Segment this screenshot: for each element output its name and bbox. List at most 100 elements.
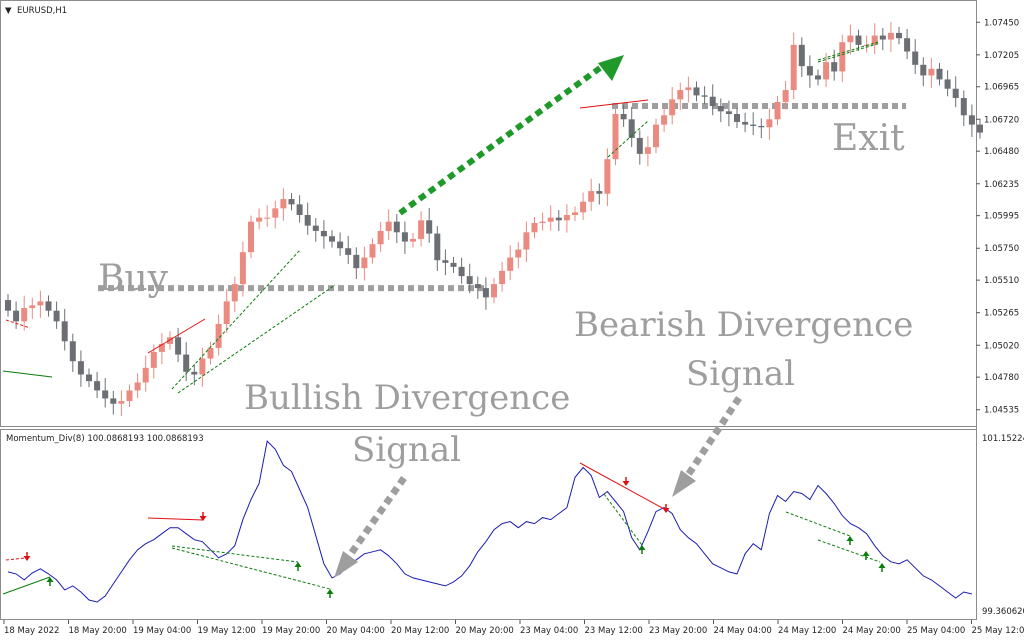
bull-candle	[418, 220, 425, 239]
time-tick-label: 20 May 12:00	[391, 626, 449, 636]
bull-candle	[774, 102, 781, 120]
price-divergence-green-4	[607, 120, 649, 158]
price-divergence-green-6	[817, 41, 879, 61]
symbol-dropdown-icon[interactable]: ▼	[5, 6, 12, 16]
exit-label: Exit	[832, 118, 905, 159]
bear-candle	[815, 75, 821, 80]
buy-signal-arrow-icon	[862, 551, 870, 560]
bull-candle	[264, 217, 271, 219]
bear-candle	[879, 35, 886, 40]
bull-candle	[369, 244, 376, 258]
bull-candle	[207, 347, 214, 359]
bull-candle	[782, 90, 789, 103]
indicator-panel[interactable]	[0, 429, 977, 620]
bull-candle	[539, 221, 546, 223]
sell-signal-arrow-icon	[662, 504, 670, 513]
bear-candle	[896, 32, 902, 39]
time-tick-label: 24 May 20:00	[843, 626, 901, 636]
buy-signal-arrow-icon	[294, 562, 302, 571]
bear-candle	[806, 66, 813, 76]
bull-candle	[612, 113, 619, 160]
bear-candle	[69, 341, 76, 362]
bear-candle	[936, 68, 943, 80]
bull-candle	[377, 230, 384, 245]
momentum-line	[7, 440, 973, 603]
time-tick-label: 23 May 04:00	[520, 626, 578, 636]
bear-candle	[434, 233, 441, 261]
bull-candle	[126, 390, 133, 402]
bull-candle	[150, 351, 157, 368]
indicator-divergence-green-5	[785, 511, 851, 537]
bull-candle	[223, 301, 230, 324]
bear-candle	[296, 204, 303, 215]
bull-candle	[563, 215, 570, 221]
buy-signal-arrow-icon	[46, 577, 54, 586]
bull-candle	[21, 308, 28, 322]
bear-candle	[94, 381, 101, 391]
bull-candle	[142, 367, 149, 383]
bear-candle	[709, 96, 716, 107]
bear-candle	[426, 220, 433, 234]
bullish-pointer-arrowhead-icon	[334, 551, 358, 578]
price-divergence-red-2	[579, 99, 649, 109]
bear-candle	[920, 64, 927, 76]
bull-candle	[215, 323, 222, 348]
bear-candle	[701, 95, 708, 97]
bear-candle	[45, 301, 52, 311]
bear-candle	[5, 300, 11, 311]
bull-candle	[588, 191, 595, 202]
buy-signal-arrow-icon	[846, 536, 854, 545]
bear-candle	[345, 248, 352, 255]
bull-candle	[653, 124, 659, 148]
bullish-pointer-arrow-icon	[347, 475, 407, 558]
time-tick-label: 23 May 20:00	[649, 626, 707, 636]
bull-candle	[410, 238, 416, 242]
bull-candle	[547, 217, 554, 222]
bull-candle	[644, 147, 651, 154]
bear-candle	[750, 124, 757, 126]
bull-candle	[531, 222, 538, 233]
bull-candle	[604, 159, 611, 194]
bull-candle	[766, 119, 773, 128]
bull-candle	[847, 35, 854, 43]
bear-candle	[312, 225, 319, 231]
bear-candle	[725, 111, 732, 114]
bear-candle	[742, 121, 749, 125]
bull-candle	[790, 44, 797, 91]
buy-signal-arrow-icon	[326, 589, 334, 598]
bear-candle	[596, 191, 603, 194]
indicator-divergence-lines	[2, 462, 881, 595]
bull-candle	[887, 32, 894, 40]
bull-candle	[199, 358, 206, 375]
price-tick-label: 1.05510	[984, 276, 1019, 286]
price-panel[interactable]	[0, 0, 977, 427]
bull-candle	[167, 337, 173, 344]
price-divergence-lines	[2, 41, 881, 394]
bull-candle	[580, 201, 587, 213]
price-tick-label: 1.05995	[984, 212, 1019, 222]
bear-candle	[831, 62, 838, 72]
bull-candle	[515, 249, 522, 258]
time-tick-label: 19 May 04:00	[133, 626, 191, 636]
bull-candle	[158, 343, 165, 352]
indicator-divergence-red-2	[579, 462, 667, 511]
price-tick-label: 1.06965	[984, 83, 1019, 93]
bull-candle	[118, 401, 125, 404]
bear-candle	[304, 215, 311, 226]
bear-candle	[912, 51, 919, 65]
bull-candle	[669, 99, 676, 116]
sell-signal-arrow-icon	[23, 552, 31, 561]
bullish-divergence-label: Bullish Divergence	[244, 378, 570, 418]
bear-candle	[855, 35, 862, 45]
bear-candle	[968, 115, 975, 125]
indicator-divergence-green-2	[171, 545, 299, 563]
indicator-divergence-green-3	[171, 547, 331, 590]
bull-candle	[839, 42, 846, 72]
bear-candle	[458, 266, 465, 277]
bear-candle	[466, 276, 473, 285]
bearish-pointer-arrowhead-icon	[672, 470, 696, 497]
bull-candle	[248, 221, 254, 253]
candlestick-series	[5, 22, 983, 417]
time-tick-label: 18 May 20:00	[69, 626, 127, 636]
